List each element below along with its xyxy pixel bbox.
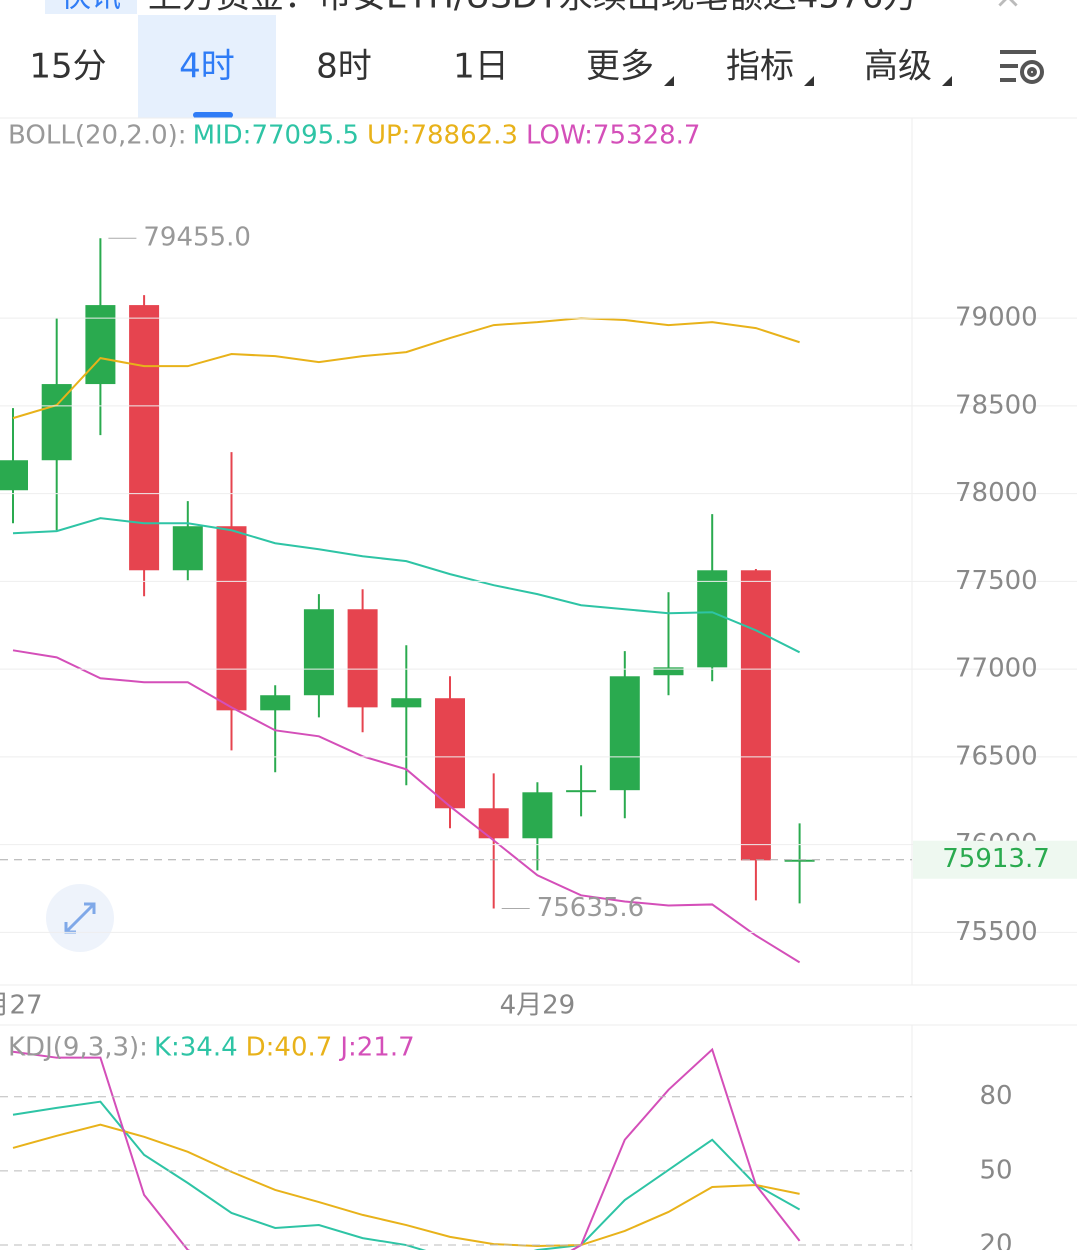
ticker-tag[interactable]: 快讯 — [61, 0, 121, 15]
candle-body — [85, 305, 116, 385]
candle-body — [784, 859, 815, 862]
tab[interactable]: 更多 — [586, 47, 654, 87]
candle-body — [435, 698, 465, 809]
settings-icon[interactable] — [1000, 50, 1044, 84]
candle-body — [478, 808, 509, 839]
candle-body — [41, 384, 72, 461]
x-tick-label: 月27 — [0, 991, 43, 1021]
y-tick-label: 78000 — [955, 478, 1038, 508]
y-tick-label: 80 — [979, 1081, 1012, 1111]
y-tick-label: 77500 — [955, 566, 1038, 596]
ticker-tag-bg — [45, 0, 137, 14]
candle-body — [697, 570, 728, 668]
candle-body — [391, 698, 422, 708]
min-label: 75635.6 — [537, 893, 645, 923]
tab[interactable]: 4时 — [179, 47, 235, 87]
tabs: 15分 4时 8时 1日 更多 指标 高级 — [29, 47, 952, 87]
y-tick-label: 78500 — [955, 390, 1038, 420]
tab[interactable]: 高级 — [864, 47, 932, 87]
indicator-line — [12, 317, 800, 420]
last-price-label: 75913.7 — [942, 844, 1050, 874]
indicator-line — [12, 517, 801, 654]
candle-body — [740, 570, 771, 861]
tab[interactable]: 15分 — [29, 47, 106, 87]
plot — [12, 1047, 801, 1250]
legend-entry: LOW:75328.7 — [526, 121, 700, 151]
candle-body — [216, 526, 247, 711]
candle-body — [653, 667, 684, 676]
y-tick-label: 76500 — [955, 741, 1038, 771]
close-icon[interactable]: × — [994, 0, 1023, 17]
dropdown-arrows — [664, 76, 952, 86]
legend-entry: D:40.7 — [246, 1033, 333, 1063]
max-label: 79455.0 — [143, 223, 251, 253]
tab[interactable]: 指标 — [726, 47, 794, 87]
tab-indicator — [193, 112, 233, 118]
indicator-line — [12, 1123, 800, 1248]
legend-title: KDJ(9,3,3): — [8, 1033, 148, 1063]
y-tick-label: 79000 — [955, 303, 1038, 333]
tab[interactable]: 1日 — [453, 47, 509, 87]
legend-entry: MID:77095.5 — [193, 121, 359, 151]
indicator-line — [12, 1047, 801, 1250]
candle-body — [522, 792, 553, 839]
legend-entry: K:34.4 — [154, 1033, 238, 1063]
candle-body — [172, 526, 203, 571]
y-tick-label: 75500 — [955, 917, 1038, 947]
last-price-box — [913, 840, 1077, 879]
y-tick-label: 20 — [979, 1230, 1012, 1250]
tab-selected-bg — [138, 15, 276, 118]
candle-body — [566, 790, 597, 793]
candle-body — [129, 305, 160, 571]
y-tick-label: 50 — [979, 1155, 1012, 1185]
legend-entry: J:21.7 — [338, 1033, 414, 1063]
candle-body — [609, 676, 640, 791]
tab[interactable]: 8时 — [316, 47, 372, 87]
y-tick-label: 77000 — [955, 654, 1038, 684]
legend-entry: UP:78862.3 — [367, 121, 518, 151]
legend-title: BOLL(20,2.0): — [8, 121, 187, 151]
indicator-line — [12, 649, 801, 964]
candle-body — [0, 460, 28, 491]
x-tick-label: 4月29 — [500, 991, 576, 1021]
candle-body — [347, 609, 378, 708]
indicator-line — [12, 1100, 801, 1250]
candle-body — [260, 695, 291, 711]
candle-body — [303, 609, 334, 696]
ticker-text[interactable]: 上方资金：币安ETH/USDT永续出现笔额达4576万 — [148, 0, 917, 17]
plot — [0, 238, 815, 964]
